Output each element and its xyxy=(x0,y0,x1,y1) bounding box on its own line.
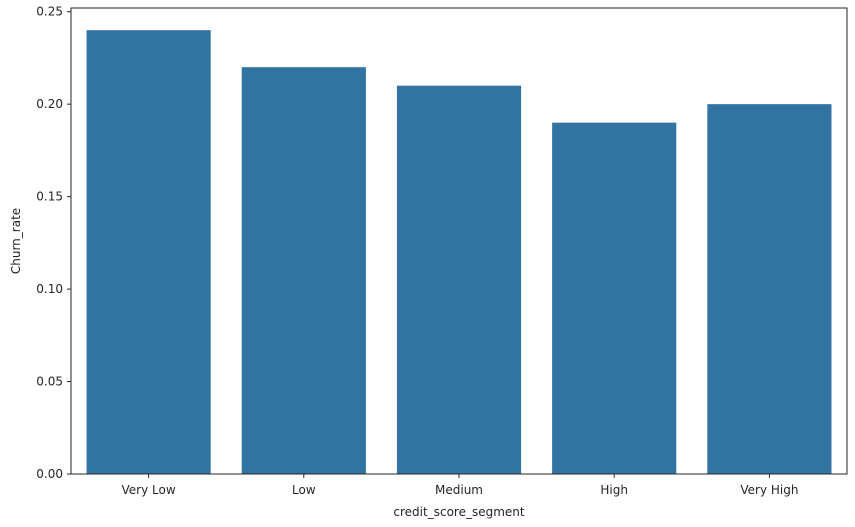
x-tick-label: Medium xyxy=(435,483,483,497)
bar-very-high xyxy=(707,104,832,475)
x-axis-label: credit_score_segment xyxy=(393,505,524,519)
y-tick-label: 0.00 xyxy=(36,467,63,481)
y-tick-label: 0.10 xyxy=(36,282,63,296)
y-axis-label: Churn_rate xyxy=(9,208,23,274)
x-tick-label: Low xyxy=(292,483,316,497)
bars-group xyxy=(86,30,832,475)
y-tick-label: 0.20 xyxy=(36,97,63,111)
y-axis: 0.00 0.05 0.10 0.15 0.20 0.25 xyxy=(36,5,71,481)
y-tick-label: 0.25 xyxy=(36,5,63,19)
y-tick-label: 0.05 xyxy=(36,375,63,389)
x-tick-label: Very Low xyxy=(122,483,176,497)
plot-frame xyxy=(70,7,848,475)
x-axis: Very Low Low Medium High Very High xyxy=(122,474,798,497)
bar-medium xyxy=(396,85,522,475)
x-tick-label: High xyxy=(600,483,628,497)
bar-high xyxy=(552,122,677,475)
bar-very-low xyxy=(86,30,211,474)
bar-low xyxy=(241,67,366,474)
y-tick-label: 0.15 xyxy=(36,190,63,204)
x-tick-label: Very High xyxy=(740,483,798,497)
